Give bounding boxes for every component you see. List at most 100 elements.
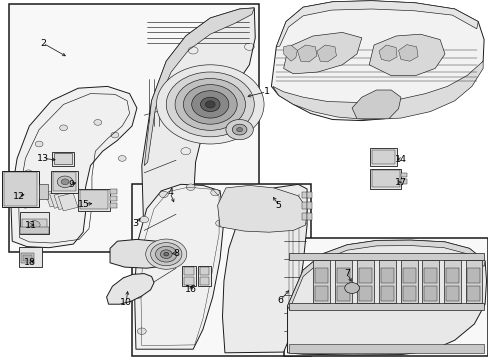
Polygon shape: [272, 61, 482, 120]
Bar: [314, 268, 327, 283]
Circle shape: [163, 252, 168, 256]
Polygon shape: [297, 45, 316, 62]
Bar: [302, 192, 306, 198]
Polygon shape: [276, 1, 477, 47]
Bar: [132, 184, 310, 356]
Bar: [381, 268, 393, 283]
Bar: [335, 260, 351, 303]
Circle shape: [225, 120, 253, 140]
Text: 8: 8: [173, 249, 179, 258]
Bar: [23, 255, 32, 261]
Text: 4: 4: [167, 188, 173, 197]
Polygon shape: [368, 34, 444, 76]
Bar: [379, 260, 395, 303]
Bar: [53, 172, 76, 191]
Bar: [306, 202, 311, 209]
Bar: [424, 268, 436, 283]
Polygon shape: [142, 8, 255, 252]
Polygon shape: [59, 193, 78, 211]
Polygon shape: [271, 1, 483, 121]
Bar: [424, 286, 436, 301]
Bar: [306, 192, 311, 198]
Bar: [110, 196, 117, 201]
Bar: [302, 213, 306, 220]
Bar: [288, 344, 483, 353]
Text: 14: 14: [394, 155, 406, 163]
Polygon shape: [45, 189, 64, 207]
Bar: [184, 277, 194, 285]
Circle shape: [159, 191, 168, 198]
Polygon shape: [283, 32, 361, 74]
Circle shape: [232, 124, 246, 135]
Bar: [356, 260, 373, 303]
Text: 9: 9: [68, 180, 74, 189]
Text: 11: 11: [25, 220, 37, 230]
Bar: [199, 267, 209, 275]
Circle shape: [118, 156, 126, 161]
Bar: [314, 286, 327, 301]
Polygon shape: [283, 45, 297, 61]
Bar: [2, 171, 39, 207]
Text: 18: 18: [24, 258, 36, 267]
Circle shape: [94, 120, 102, 125]
Bar: [110, 203, 117, 208]
Text: 2: 2: [40, 39, 46, 48]
Circle shape: [186, 184, 195, 190]
Circle shape: [215, 220, 224, 226]
Bar: [401, 173, 407, 177]
Text: 6: 6: [277, 296, 283, 305]
Circle shape: [191, 91, 228, 118]
Bar: [20, 253, 34, 263]
Polygon shape: [134, 184, 224, 349]
Text: 3: 3: [132, 219, 138, 228]
Bar: [400, 260, 417, 303]
Polygon shape: [217, 185, 306, 232]
Bar: [39, 184, 48, 199]
Bar: [20, 227, 49, 234]
Circle shape: [133, 292, 142, 298]
Polygon shape: [222, 184, 306, 353]
Bar: [302, 202, 306, 209]
Bar: [369, 148, 396, 166]
Circle shape: [210, 189, 219, 196]
Bar: [422, 260, 438, 303]
Bar: [288, 253, 483, 260]
Bar: [21, 219, 47, 233]
Bar: [51, 171, 78, 193]
Bar: [337, 268, 349, 283]
Bar: [54, 153, 72, 164]
Circle shape: [236, 127, 242, 132]
Text: 12: 12: [13, 192, 24, 201]
Circle shape: [205, 101, 215, 108]
Circle shape: [183, 85, 237, 124]
Text: 7: 7: [344, 269, 349, 278]
Polygon shape: [351, 90, 400, 119]
Polygon shape: [287, 240, 484, 310]
Polygon shape: [54, 192, 73, 210]
Bar: [288, 303, 483, 310]
Bar: [110, 189, 117, 194]
Bar: [78, 189, 110, 211]
Circle shape: [140, 216, 148, 223]
Text: 1: 1: [263, 87, 269, 96]
Circle shape: [150, 243, 182, 266]
Circle shape: [28, 224, 36, 230]
Bar: [283, 238, 487, 356]
Bar: [381, 286, 393, 301]
Polygon shape: [287, 240, 486, 355]
Circle shape: [200, 97, 220, 112]
Circle shape: [175, 78, 245, 130]
Bar: [369, 169, 401, 189]
Bar: [306, 213, 311, 220]
Bar: [358, 268, 371, 283]
Text: 13: 13: [37, 154, 49, 163]
Polygon shape: [144, 8, 254, 166]
Circle shape: [160, 250, 172, 258]
Text: 10: 10: [120, 298, 132, 307]
Bar: [443, 260, 460, 303]
Bar: [402, 268, 415, 283]
Bar: [445, 286, 458, 301]
Bar: [465, 260, 481, 303]
Circle shape: [145, 239, 186, 269]
Circle shape: [21, 202, 29, 208]
